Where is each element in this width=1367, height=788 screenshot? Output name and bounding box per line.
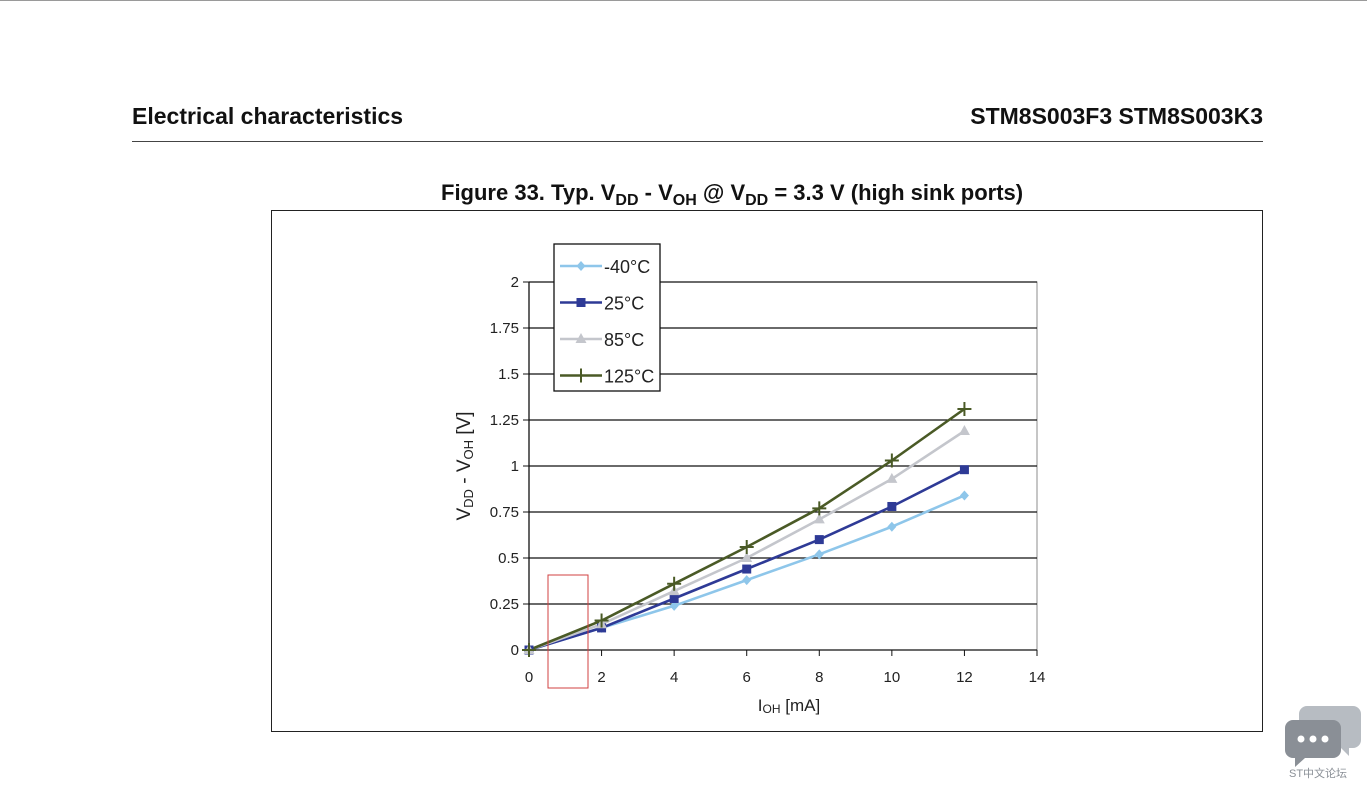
data-point-series-1	[669, 593, 679, 603]
data-point-series-2	[958, 425, 970, 436]
part-number-title: STM8S003F3 STM8S003K3	[970, 103, 1263, 129]
y-tick-label: 1.25	[490, 412, 519, 429]
legend-box	[553, 243, 661, 392]
legend-swatch-marker	[576, 298, 586, 307]
figure-title-sep: - V	[638, 180, 673, 205]
x-tick-label: 2	[597, 669, 605, 686]
y-tick-label: 1.75	[490, 320, 519, 337]
y-tick-label: 0.75	[490, 504, 519, 521]
data-point-series-0	[742, 575, 752, 586]
data-point-series-2	[813, 513, 825, 524]
data-point-series-3	[667, 576, 682, 591]
figure-title-sub-vdd2: DD	[745, 192, 769, 209]
data-point-series-1	[742, 564, 752, 574]
x-tick-label: 10	[884, 669, 901, 686]
data-point-series-1	[887, 501, 897, 511]
data-point-series-0	[814, 549, 824, 560]
x-tick-label: 12	[956, 669, 973, 686]
figure-title-sub-vdd: DD	[615, 192, 639, 209]
legend-label: -40°C	[604, 257, 650, 277]
x-tick-label: 14	[1029, 669, 1046, 686]
legend-label: 25°C	[604, 294, 644, 314]
figure-title-mid: @ V	[696, 180, 746, 205]
y-tick-label: 1.5	[498, 366, 519, 383]
top-divider	[0, 0, 1367, 1]
x-axis-label: IOH [mA]	[758, 696, 820, 716]
data-point-series-3	[522, 643, 536, 657]
x-axis-label-main: I	[758, 696, 763, 715]
highlight-annotation-box	[547, 574, 589, 689]
x-tick-label: 8	[815, 669, 823, 686]
header-divider	[132, 141, 1263, 142]
x-tick-label: 0	[525, 669, 533, 686]
figure-title-sub-voh: OH	[672, 192, 697, 209]
figure-title: Figure 33. Typ. VDD - VOH @ VDD = 3.3 V …	[441, 180, 1023, 210]
data-point-series-1	[814, 535, 824, 545]
data-point-series-3	[884, 453, 899, 468]
legend-swatch-marker	[575, 333, 587, 343]
legend-label: 125°C	[604, 367, 654, 387]
data-point-series-1	[959, 465, 969, 475]
y-tick-label: 0	[511, 642, 519, 659]
legend-swatch-marker	[576, 261, 586, 271]
data-point-series-0	[959, 490, 969, 501]
y-tick-label: 2	[511, 274, 519, 291]
y-axis-label-unit: [V]	[454, 411, 475, 440]
section-title: Electrical characteristics	[132, 103, 404, 129]
x-axis-label-sub: OH	[763, 702, 781, 716]
data-point-series-0	[887, 521, 897, 532]
y-axis-label-voh-sub: OH	[461, 440, 476, 460]
legend-swatch-marker	[574, 368, 588, 383]
figure-frame	[271, 210, 1263, 732]
data-point-series-2	[886, 472, 898, 483]
y-tick-label: 1	[511, 458, 519, 475]
figure-title-prefix: Figure 33. Typ. V	[441, 180, 616, 205]
x-tick-label: 6	[743, 669, 751, 686]
series-markers	[522, 401, 972, 657]
data-point-series-3	[594, 613, 609, 628]
data-point-series-2	[741, 552, 753, 562]
y-tick-label: 0.5	[498, 550, 519, 567]
data-point-series-3	[957, 401, 972, 416]
y-axis-label-vdd-sub: DD	[461, 489, 476, 508]
figure-title-suffix: = 3.3 V (high sink ports)	[768, 180, 1024, 205]
y-axis-label-vdd: V	[454, 508, 475, 521]
tick-labels: 0 0.25 0.5 0.75 1 1.25 1.5 1.75 2 0 2 4 6 8 10 12 14	[490, 274, 1046, 686]
y-axis-label-voh: - V	[454, 459, 475, 489]
data-point-series-3	[739, 539, 754, 554]
data-point-series-0	[669, 600, 679, 611]
forum-label[interactable]: ST中文论坛	[1289, 768, 1348, 780]
y-tick-label: 0.25	[490, 596, 519, 613]
chat-bubbles-icon[interactable]	[1285, 700, 1363, 785]
legend: -40°C 25°C 85°C 125°C	[553, 243, 661, 392]
data-point-series-3	[812, 501, 827, 516]
x-tick-label: 4	[670, 669, 678, 686]
y-axis-label: VDD - VOH [V]	[454, 411, 476, 520]
legend-label: 85°C	[604, 330, 644, 350]
x-axis-label-unit: [mA]	[781, 696, 821, 715]
